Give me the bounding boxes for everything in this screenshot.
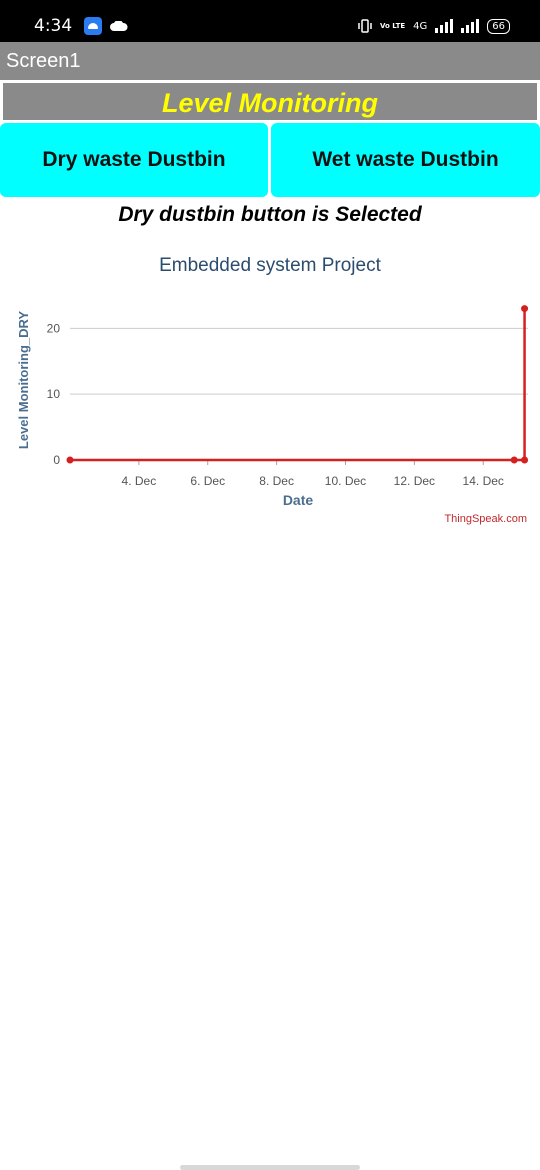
app-notification-icon — [84, 17, 102, 35]
network-type: 4G — [413, 20, 428, 32]
selection-status-text: Dry dustbin button is Selected — [118, 203, 422, 226]
chart-y-tick-label: 20 — [47, 321, 61, 335]
chart-y-tick-label: 0 — [53, 453, 60, 467]
status-bar: 4:34 Vo LTE 4G 66 — [0, 0, 540, 42]
vibrate-icon — [358, 19, 372, 33]
battery-icon: 66 — [487, 18, 510, 34]
chart-x-tick-label: 8. Dec — [259, 474, 294, 488]
page-heading: Level Monitoring — [162, 88, 378, 118]
cloud-icon — [110, 21, 128, 31]
chart-x-axis-label: Date — [283, 492, 314, 508]
app-title-bar: Screen1 — [0, 42, 540, 80]
wet-waste-dustbin-button[interactable]: Wet waste Dustbin — [271, 123, 540, 197]
status-time: 4:34 — [34, 16, 73, 36]
dry-waste-dustbin-button[interactable]: Dry waste Dustbin — [0, 123, 268, 197]
chart-data-point[interactable] — [510, 456, 518, 464]
signal-icon — [461, 19, 480, 33]
chart-x-tick-label: 10. Dec — [325, 474, 366, 488]
chart-data-point[interactable] — [521, 456, 529, 464]
chart-series-line — [70, 308, 526, 462]
status-indicators: Vo LTE 4G 66 — [358, 16, 510, 36]
chart-data-point[interactable] — [66, 456, 74, 464]
signal-icon — [435, 19, 454, 33]
chart-y-axis-label: Level Monitoring_DRY — [16, 311, 31, 450]
screen-title: Screen1 — [6, 50, 81, 72]
heading-banner: Level Monitoring — [3, 83, 537, 120]
chart-title: Embedded system Project — [159, 255, 381, 276]
chart-data-point[interactable] — [521, 305, 529, 313]
home-indicator[interactable] — [180, 1165, 360, 1170]
level-chart: Level Monitoring_DRY Date ThingSpeak.com… — [16, 305, 529, 525]
chart-x-tick-label: 14. Dec — [463, 474, 504, 488]
thingspeak-credit[interactable]: ThingSpeak.com — [444, 513, 527, 525]
chart-x-tick-label: 4. Dec — [122, 474, 157, 488]
chart-x-tick-label: 6. Dec — [190, 474, 225, 488]
volte-icon: Vo LTE — [380, 21, 406, 30]
chart-y-tick-label: 10 — [47, 387, 61, 401]
chart-x-tick-label: 12. Dec — [394, 474, 435, 488]
